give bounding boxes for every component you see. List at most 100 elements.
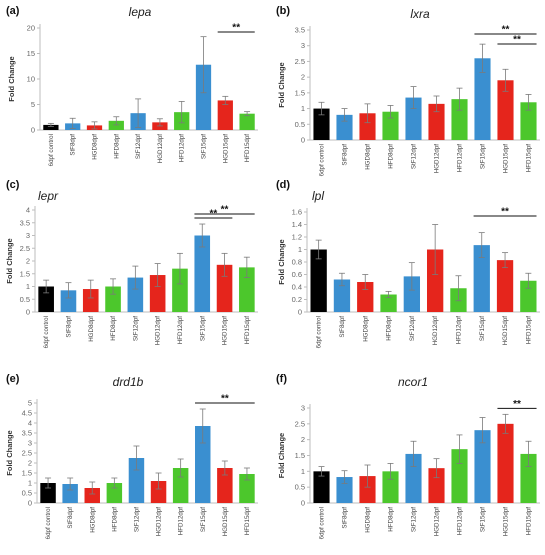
chart-panel-5: (f) ncor1 Fold Change 0 0.5 1 1.5 2 2.5 3 6dpf con… xyxy=(276,373,540,539)
bar-hgd12dpf xyxy=(150,481,167,503)
x-category-label: HGD15dpf xyxy=(222,507,229,537)
chart-panel-3: (d) lpl Fold Change 0 0.2 0.4 0.6 0.8 1 1.2 1.4 1.6… xyxy=(276,179,540,348)
y-tick-label: 0.8 xyxy=(292,258,302,267)
bar-stf15dpf xyxy=(194,235,211,312)
y-tick-label: 15 xyxy=(27,49,35,58)
x-category-label: StF15dpf xyxy=(201,134,208,159)
chart-title: ncor1 xyxy=(398,375,428,389)
significance-label: ** xyxy=(210,209,218,220)
x-category-label: StF15dpf xyxy=(480,507,487,532)
y-axis-label: Fold Change xyxy=(277,239,286,284)
bar-hfd8dpf xyxy=(380,294,397,312)
y-tick-label: 2 xyxy=(28,459,32,468)
bar-hfd15dpf xyxy=(239,113,255,130)
x-category-label: HFD8dpf xyxy=(111,507,118,532)
bar-stf12dpf xyxy=(128,458,145,503)
y-tick-label: 0.5 xyxy=(295,120,305,129)
x-category-label: HGD8dpf xyxy=(365,507,372,533)
y-tick-label: 4 xyxy=(26,206,30,215)
x-category-label: HGD8dpf xyxy=(362,316,369,342)
x-category-label: 6dpf control xyxy=(45,507,52,539)
x-category-label: HFD12dpf xyxy=(179,134,186,162)
y-tick-label: 1.4 xyxy=(292,220,302,229)
y-tick-label: 2.5 xyxy=(295,419,305,428)
bar-hgd15dpf xyxy=(217,100,233,130)
bar-hgd15dpf xyxy=(217,468,233,503)
x-category-label: HFD15dpf xyxy=(244,507,251,535)
significance-label: ** xyxy=(221,205,229,216)
y-tick-label: 3 xyxy=(28,439,32,448)
y-tick-label: 20 xyxy=(27,24,35,33)
x-category-label: HFD12dpf xyxy=(455,316,462,344)
x-category-label: 6dpf control xyxy=(319,507,326,539)
chart-title: lepa xyxy=(129,5,152,19)
y-tick-label: 2 xyxy=(26,257,30,266)
y-tick-label: 3 xyxy=(301,41,305,50)
bar-hgd15dpf xyxy=(496,260,514,312)
x-category-label: StF12dpf xyxy=(409,316,416,341)
x-category-label: HFD12dpf xyxy=(177,316,184,344)
y-tick-label: 1.5 xyxy=(295,88,305,97)
x-category-label: 6dpf control xyxy=(316,316,323,348)
bar-hgd12dpf xyxy=(149,275,166,312)
x-category-label: HGD8dpf xyxy=(365,144,372,170)
bar-stf15dpf xyxy=(474,58,491,140)
x-category-label: HGD15dpf xyxy=(503,144,510,174)
bar-stf15dpf xyxy=(474,430,491,503)
y-tick-label: 3.5 xyxy=(295,26,305,35)
significance-label: ** xyxy=(502,25,510,36)
y-tick-label: 5 xyxy=(28,399,32,408)
y-tick-label: 1 xyxy=(26,282,30,291)
x-category-label: HFD8dpf xyxy=(388,507,395,532)
x-category-label: HGD12dpf xyxy=(432,316,439,346)
chart-title: lxra xyxy=(410,7,430,21)
y-tick-label: 0.5 xyxy=(295,483,305,492)
x-category-label: 6dpf control xyxy=(43,316,50,348)
y-tick-label: 3 xyxy=(26,231,30,240)
bar-hgd8dpf xyxy=(359,476,376,503)
x-category-label: StF12dpf xyxy=(411,507,418,532)
x-category-label: HFD12dpf xyxy=(457,144,464,172)
y-tick-label: 2.5 xyxy=(22,449,32,458)
y-tick-label: 1.5 xyxy=(20,269,30,278)
bar-stf12dpf xyxy=(405,97,422,140)
y-tick-label: 0.5 xyxy=(20,295,30,304)
y-tick-label: 2 xyxy=(301,73,305,82)
x-category-label: HFD8dpf xyxy=(110,316,117,341)
x-category-label: HFD8dpf xyxy=(113,134,120,159)
y-tick-label: 1.6 xyxy=(292,208,302,217)
chart-title: lepr xyxy=(38,189,59,203)
bar-hgd12dpf xyxy=(428,103,445,140)
x-category-label: 6dpf control xyxy=(319,144,326,176)
significance-label: ** xyxy=(232,23,240,34)
bar-hfd15dpf xyxy=(520,280,537,312)
y-tick-label: 2.5 xyxy=(20,244,30,253)
y-axis-label: Fold Change xyxy=(5,430,14,475)
bar-hfd15dpf xyxy=(239,267,255,312)
y-axis-label: Fold Change xyxy=(5,238,14,283)
x-category-label: HFD12dpf xyxy=(178,507,185,535)
panel-label: (b) xyxy=(276,5,290,17)
bar-stf8dpf xyxy=(336,477,353,503)
y-tick-label: 3.5 xyxy=(20,218,30,227)
x-category-label: StF15dpf xyxy=(200,507,207,532)
x-category-label: StF8dpf xyxy=(70,134,77,156)
x-category-label: HGD8dpf xyxy=(89,507,96,533)
x-category-label: StF8dpf xyxy=(67,507,74,529)
bar-stf12dpf xyxy=(403,276,421,312)
x-category-label: HFD15dpf xyxy=(244,134,251,162)
y-tick-label: 0.4 xyxy=(292,283,302,292)
y-tick-label: 2.5 xyxy=(295,57,305,66)
panel-label: (c) xyxy=(6,179,20,191)
bar-hfd8dpf xyxy=(382,111,399,140)
x-category-label: HFD8dpf xyxy=(386,316,393,341)
y-tick-label: 1.5 xyxy=(22,469,32,478)
significance-label: ** xyxy=(501,207,509,218)
significance-label: ** xyxy=(513,35,521,46)
bar-hfd15dpf xyxy=(520,102,537,140)
y-axis-label: Fold Change xyxy=(277,433,286,478)
y-tick-label: 3.5 xyxy=(22,429,32,438)
y-axis-label: Fold Change xyxy=(277,62,286,107)
bar-hgd15dpf xyxy=(497,80,514,140)
